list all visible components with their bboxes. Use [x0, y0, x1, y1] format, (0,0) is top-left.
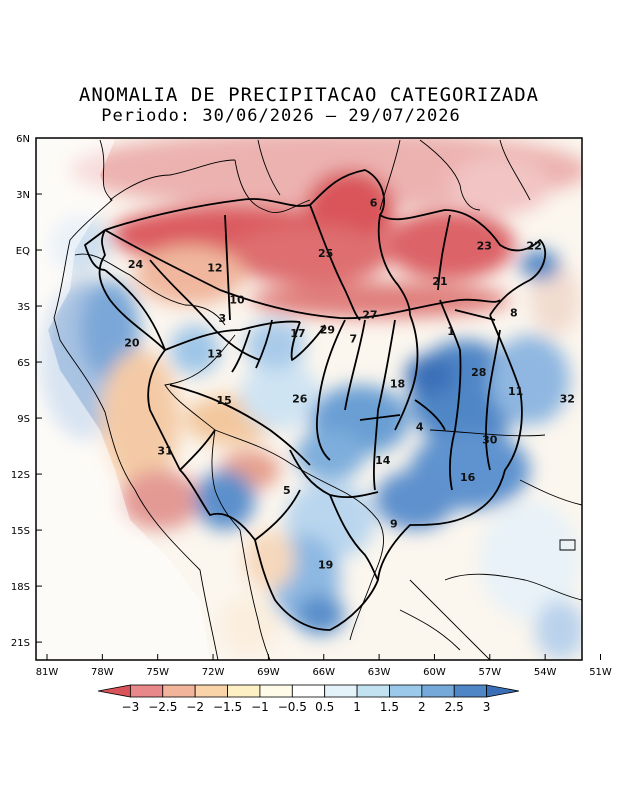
basin-labels: 1345678910111213141516171819202122232425…: [124, 196, 575, 571]
colorbar-swatch: [129, 684, 164, 698]
map-subtitle: Periodo: 30/06/2026 – 29/07/2026: [101, 106, 461, 126]
colorbar-label: −1.5: [213, 700, 242, 714]
lat-tick-label: EQ: [16, 246, 30, 257]
basin-label: 10: [229, 293, 245, 306]
basin-label: 12: [207, 262, 222, 275]
basin-boundaries: [84, 169, 547, 631]
colorbar-label: 0.5: [315, 700, 334, 714]
basin-label: 19: [318, 559, 333, 572]
lon-tick-label: 81W: [36, 667, 59, 678]
basin-label: 15: [216, 394, 231, 407]
colorbar-swatch: [389, 684, 423, 698]
lat-tick-label: 3N: [16, 190, 30, 201]
colorbar-swatch: [259, 684, 293, 698]
colorbar-label: −0.5: [278, 700, 307, 714]
basin-label: 21: [432, 275, 447, 288]
colorbar-label: −2.5: [148, 700, 177, 714]
colorbar-swatch: [486, 684, 520, 698]
map-frame: [35, 137, 583, 661]
colorbar-swatch: [162, 684, 196, 698]
latitude-axis: 6N 3N EQ 3S 6S 9S 12S 15S 18S 21S: [11, 134, 42, 649]
colorbar-label: 1: [353, 700, 361, 714]
basin-label: 4: [416, 420, 424, 433]
map-title: ANOMALIA DE PRECIPITACAO CATEGORIZADA: [78, 84, 540, 106]
basin-label: 28: [471, 366, 486, 379]
colorbar-label: −3: [122, 700, 140, 714]
lat-tick-label: 15S: [11, 526, 30, 537]
basin-label: 31: [157, 445, 172, 458]
lon-tick-label: 63W: [368, 667, 391, 678]
basin-label: 22: [526, 239, 541, 252]
lon-tick-label: 66W: [312, 667, 335, 678]
basin-label: 30: [482, 433, 498, 446]
basin-label: 1: [447, 325, 455, 338]
basin-label: 27: [362, 308, 377, 321]
basin-label: 8: [510, 306, 518, 319]
basin-label: 6: [370, 196, 378, 209]
lon-tick-label: 75W: [146, 667, 169, 678]
colorbar-label: −1: [251, 700, 269, 714]
lon-tick-label: 72W: [202, 667, 225, 678]
colorbar-label: −2: [186, 700, 204, 714]
basin-label: 23: [477, 239, 492, 252]
anomaly-field: [36, 138, 582, 660]
lon-tick-label: 69W: [257, 667, 280, 678]
basin-label: 20: [124, 336, 140, 349]
basin-label: 13: [207, 348, 222, 361]
lon-tick-label: 60W: [423, 667, 446, 678]
basin-label: 11: [508, 385, 523, 398]
colorbar-label: 1.5: [380, 700, 399, 714]
basin-label: 29: [320, 323, 335, 336]
colorbar-swatch: [227, 684, 261, 698]
basin-label: 16: [460, 471, 476, 484]
colorbar: −3 −2.5 −2 −1.5 −1 −0.5 0.5 1 1.5 2 2.5 3: [97, 684, 520, 714]
longitude-axis: 81W78W75W72W69W66W63W60W57W54W51W48W: [36, 654, 612, 678]
colorbar-swatch: [291, 684, 326, 698]
basin-label: 14: [375, 454, 391, 467]
colorbar-label: 2: [418, 700, 426, 714]
lat-tick-label: 21S: [11, 638, 30, 649]
lon-tick-label: 51W: [589, 667, 612, 678]
basin-label: 25: [318, 247, 333, 260]
lon-tick-label: 54W: [534, 667, 557, 678]
colorbar-swatch: [324, 684, 358, 698]
lat-tick-label: 3S: [17, 302, 30, 313]
colorbar-label: 2.5: [445, 700, 464, 714]
colorbar-swatch: [421, 684, 455, 698]
basin-label: 7: [349, 333, 357, 346]
lat-tick-label: 12S: [11, 470, 30, 481]
basin-label: 3: [218, 312, 226, 325]
basin-label: 24: [128, 258, 144, 271]
colorbar-swatch: [453, 684, 488, 698]
basin-label: 32: [560, 392, 575, 405]
colorbar-swatch: [97, 684, 131, 698]
basin-label: 17: [290, 327, 305, 340]
basin-label: 26: [292, 392, 308, 405]
colorbar-swatch: [356, 684, 390, 698]
lat-tick-label: 18S: [11, 582, 30, 593]
lat-tick-label: 6N: [16, 134, 30, 145]
country-borders: [53, 139, 582, 660]
basin-label: 9: [390, 517, 398, 530]
basin-label: 18: [390, 377, 405, 390]
lon-tick-label: 57W: [478, 667, 501, 678]
lat-tick-label: 9S: [17, 414, 30, 425]
lon-tick-label: 78W: [91, 667, 114, 678]
colorbar-swatch: [194, 684, 228, 698]
colorbar-label: 3: [483, 700, 491, 714]
lat-tick-label: 6S: [17, 358, 30, 369]
basin-label: 5: [283, 484, 291, 497]
